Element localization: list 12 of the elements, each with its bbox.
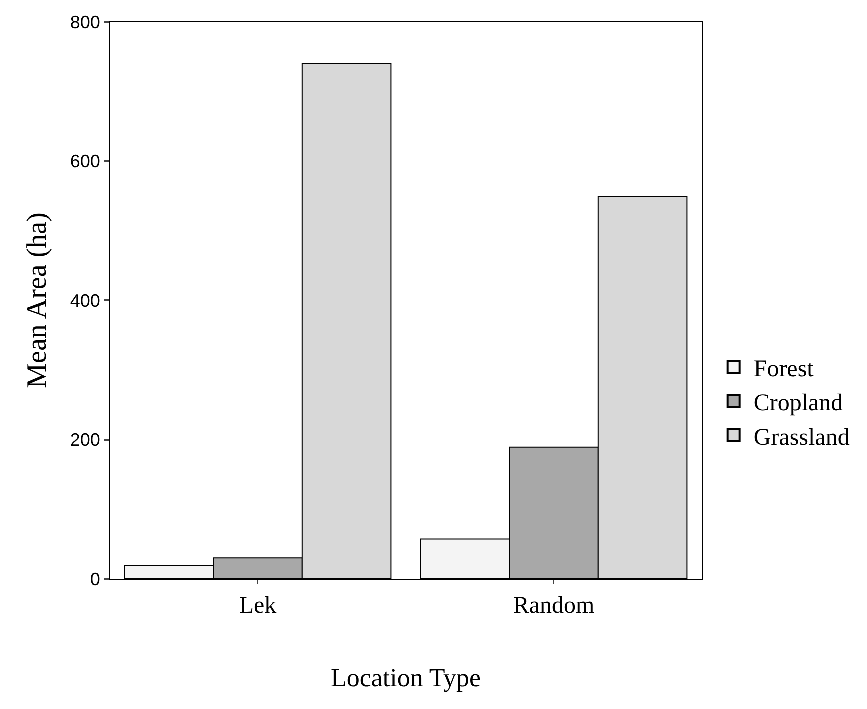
x-tick-label: Random (513, 592, 595, 619)
legend-label: Cropland (754, 390, 844, 417)
legend-label: Forest (754, 356, 814, 383)
y-tick-label: 800 (70, 12, 100, 32)
y-tick-label: 0 (90, 569, 100, 590)
y-tick-label: 600 (70, 152, 100, 172)
x-axis-title: Location Type (330, 664, 482, 692)
y-tick-label: 200 (70, 430, 100, 450)
legend-label: Grassland (754, 424, 850, 451)
y-tick-label: 400 (70, 290, 100, 311)
x-tick-label: Lek (239, 592, 277, 619)
y-axis-title: Mean Area (ha) (22, 212, 54, 388)
